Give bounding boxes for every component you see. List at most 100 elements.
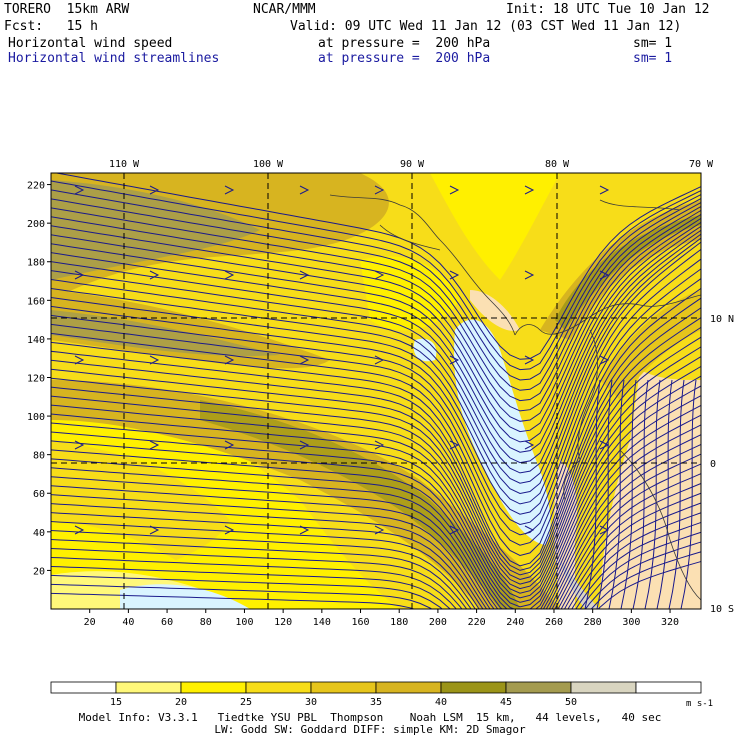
colorbar-swatch [375,681,442,694]
flow-arrow [599,440,610,450]
y-tick-label: 200 [27,219,45,230]
lon-label-70w: 70 W [689,159,714,170]
colorbar-label: 20 [175,697,187,708]
flow-arrow [224,185,235,195]
streamline [51,502,701,609]
field-level-streamlines: at pressure = 200 hPa [318,51,491,66]
streamline [51,551,701,609]
flow-arrow [524,440,535,450]
flow-arrow [299,355,310,365]
flow-arrow [74,270,85,280]
colorbar: 15 20 25 30 35 40 45 50 m s-1 [50,681,713,709]
streamline [51,287,701,557]
streamline [51,248,701,515]
streamline [51,346,701,590]
flow-arrow [599,270,610,280]
y-tick-label: 220 [27,181,45,192]
lon-label-90w: 90 W [400,159,425,170]
streamline [620,379,637,609]
coastlines [329,194,701,601]
streamline [608,379,625,609]
x-tick-label: 20 [84,617,96,628]
flow-arrow [299,440,310,450]
flow-arrow [224,525,235,535]
streamline [680,379,697,609]
streamline [668,379,685,609]
streamline [51,404,701,609]
forecast-hour: Fcst: 15 h [4,19,98,34]
streamline [51,395,701,609]
colorbar-label: 40 [435,697,447,708]
colorbar-swatch [115,681,182,694]
streamline [51,277,701,546]
y-tick-label: 180 [27,258,45,269]
streamline [51,521,701,609]
flow-arrow [449,355,460,365]
streamline [644,379,661,609]
x-tick-label: 140 [313,617,331,628]
field-sm-streamlines: sm= 1 [633,51,673,66]
streamline [51,217,701,443]
colorbar-swatch [50,681,117,694]
flow-arrow [149,270,160,280]
x-tick-label: 280 [584,617,602,628]
streamline [51,356,701,594]
colorbar-swatch [440,681,507,694]
x-tick-label: 320 [661,617,679,628]
streamline [51,365,701,599]
flow-arrow [74,525,85,535]
streamline [51,512,701,609]
flow-arrow [74,440,85,450]
lat-label-10s: 10 S [710,604,734,615]
streamline [53,173,701,360]
x-tick-label: 80 [200,617,212,628]
streamline [51,297,701,567]
streamline [584,379,601,609]
colorbar-swatch [310,681,377,694]
flow-arrow [449,440,460,450]
wind-speed-shading [51,173,701,609]
y-tick-label: 100 [27,412,45,423]
physics-info-line: LW: Godd SW: Goddard DIFF: simple KM: 2D… [214,723,526,736]
flow-arrow [224,355,235,365]
flow-arrow [524,185,535,195]
streamline [51,205,701,412]
streamline [51,560,701,609]
colorbar-swatch [245,681,312,694]
x-tick-label: 40 [122,617,134,628]
flow-arrow [449,525,460,535]
field-name-speed: Horizontal wind speed [8,36,173,51]
colorbar-swatch [570,681,637,694]
flow-arrow [299,185,310,195]
streamline [51,229,701,474]
y-tick-label: 160 [27,296,45,307]
init-time: Init: 18 UTC Tue 10 Jan 12 [506,2,710,17]
y-tick-label: 60 [33,489,45,500]
field-level-speed: at pressure = 200 hPa [318,36,491,51]
x-tick-label: 240 [506,617,524,628]
y-tick-label: 40 [33,528,45,539]
flow-arrow [524,525,535,535]
flow-arrow [149,525,160,535]
colorbar-label: 15 [110,697,122,708]
flow-arrow [449,185,460,195]
streamline [51,326,701,581]
x-axis-ticks: 20 40 60 80 100 120 140 160 180 200 220 240 260 280 30… [84,609,679,628]
colorbar-label: 25 [240,697,252,708]
flow-arrow [299,525,310,535]
streamline [51,531,701,609]
streamline [51,541,701,609]
streamline [51,453,701,609]
colorbar-swatch [180,681,247,694]
colorbar-swatch [635,681,702,694]
lon-label-100w: 100 W [253,159,284,170]
streamline [51,221,701,453]
x-tick-label: 120 [274,617,292,628]
x-tick-label: 160 [351,617,369,628]
flow-arrow [74,185,85,195]
x-tick-label: 180 [390,617,408,628]
lat-label-10n: 10 N [710,314,734,325]
flow-arrow [74,355,85,365]
streamline [51,317,701,576]
streamline [51,336,701,585]
